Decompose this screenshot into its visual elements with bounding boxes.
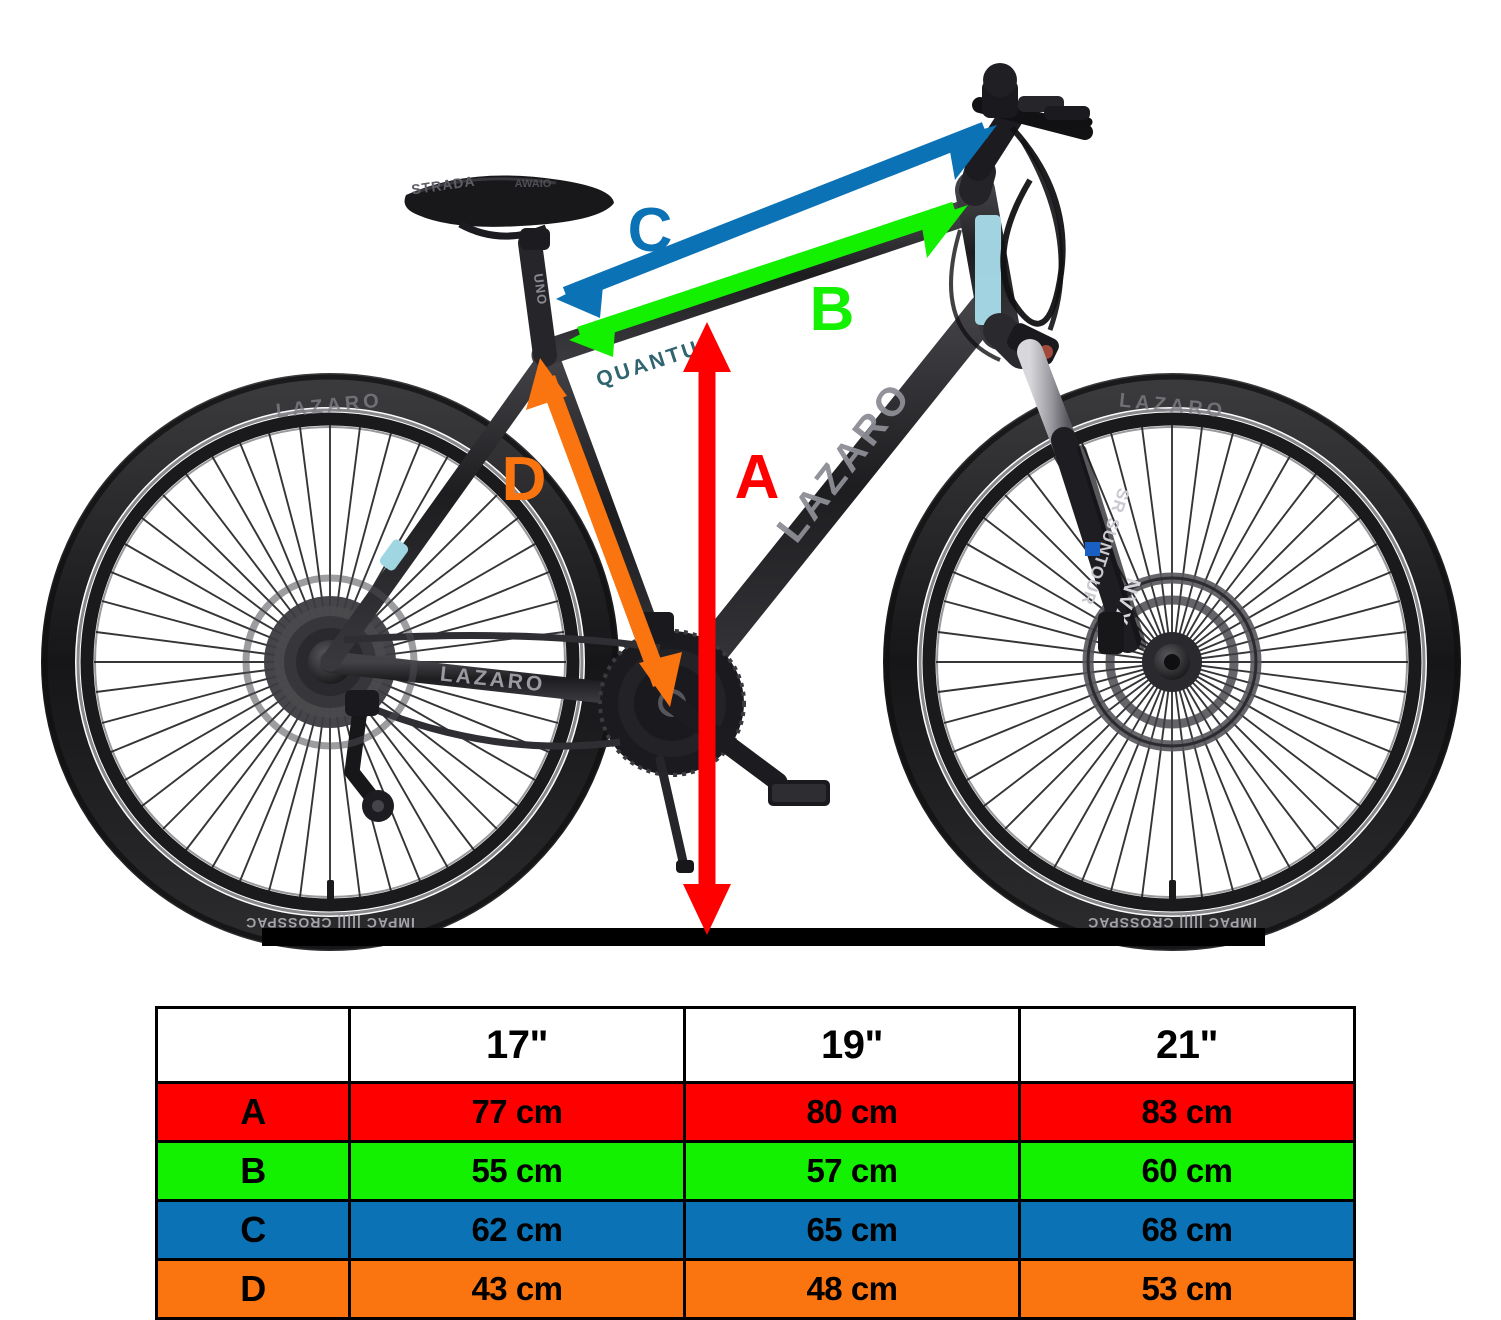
label-d: D [502,445,547,514]
cell-b-21: 60 cm [1018,1140,1356,1202]
table-header-row: 17" 19" 21" [155,1006,1356,1084]
rear-derailleur [344,690,394,822]
cockpit [949,63,1093,362]
table-row-d: D 43 cm 48 cm 53 cm [155,1258,1356,1320]
cell-a-21: 83 cm [1018,1081,1356,1143]
seatpost-brand-label: UNO [531,273,550,307]
cell-d-21: 53 cm [1018,1258,1356,1320]
cell-c-17: 62 cm [348,1199,686,1261]
cell-c-21: 68 cm [1018,1199,1356,1261]
row-label-a: A [155,1081,351,1143]
ground-line [262,928,1265,946]
cell-a-19: 80 cm [683,1081,1021,1143]
cell-d-17: 43 cm [348,1258,686,1320]
table-row-a: A 77 cm 80 cm 83 cm [155,1081,1356,1143]
row-label-b: B [155,1140,351,1202]
front-disc-brake [1082,572,1262,752]
cell-b-19: 57 cm [683,1140,1021,1202]
front-fork-assembly: SR SUNTOUR NVX [983,313,1147,654]
bar-end-grip [983,63,1017,97]
cell-d-19: 48 cm [683,1258,1021,1320]
measure-arrow-a [683,322,731,935]
saddle-sub-label: AWAIO [515,178,552,190]
measure-arrow-c [556,122,997,318]
chainstay-brand-label: LAZARO [439,663,546,697]
cell-c-19: 65 cm [683,1199,1021,1261]
front-tire-brand-label: IMPAC ||||| CROSSPAC [1087,915,1257,931]
header-cell-19: 19" [683,1006,1021,1084]
front-brake-caliper [1098,612,1124,654]
seatstay-accent [379,539,409,571]
table-row-c: C 62 cm 65 cm 68 cm [155,1199,1356,1261]
measure-arrow-b [569,201,968,357]
header-cell-17: 17" [348,1006,686,1084]
chain-upper [343,632,661,652]
tire-brand-label: IMPAC ||||| CROSSPAC [245,915,415,931]
table-row-b: B 55 cm 57 cm 60 cm [155,1140,1356,1202]
label-b: B [810,275,855,344]
label-a: A [735,443,780,512]
row-label-c: C [155,1199,351,1261]
seatpost [518,231,557,367]
rear-disc-brake [242,574,418,750]
cell-b-17: 55 cm [348,1140,686,1202]
kickstand [655,755,689,871]
saddle-rails [458,220,548,240]
cell-a-17: 77 cm [348,1081,686,1143]
header-cell-blank [155,1006,351,1084]
grip [1044,106,1090,120]
front-wheel: LAZARO IMPAC ||||| CROSSPAC [883,373,1461,951]
down-tube-brand-label: LAZARO [769,373,921,550]
saddle [404,175,614,227]
brake-lever [1025,113,1093,129]
row-label-d: D [155,1258,351,1320]
stem [965,105,1023,181]
fork-brand-square [1085,542,1100,556]
frame-size-table: 17" 19" 21" A 77 cm 80 cm 83 cm B 55 cm … [155,1006,1356,1320]
crank-arm [662,693,788,792]
chain-lower [350,696,621,750]
cable-loop [1000,125,1066,327]
head-tube-accent [975,215,1001,325]
bike-diagram: LAZARO IMPAC ||||| CROSSPAC [41,63,1461,951]
fork-lower [1051,427,1141,653]
saddle-assembly: UNO STRADA AWAIO [404,173,614,367]
header-cell-21: 21" [1018,1006,1356,1084]
measure-arrow-d [526,358,682,707]
label-c: C [628,196,673,265]
